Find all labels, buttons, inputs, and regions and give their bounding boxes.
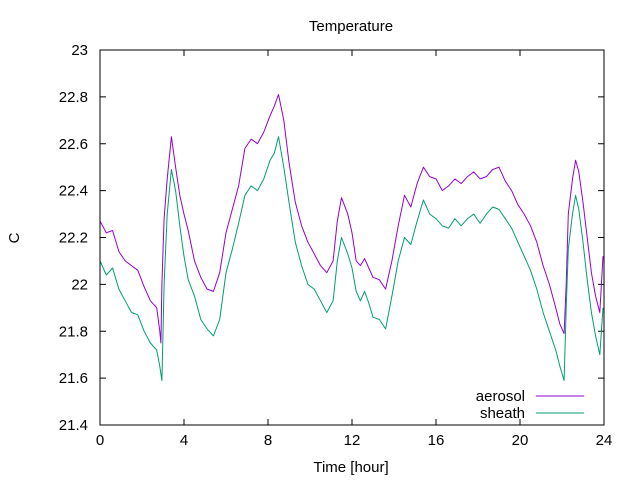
x-tick-label: 8: [264, 432, 272, 449]
y-tick-label: 23: [71, 42, 88, 59]
plot-frame: [99, 49, 605, 426]
axis-ticks: 0 4 8 12 16 20 24 21.4 21.6 21.8 22 22.2 22.4 22.6 22.…: [59, 42, 613, 449]
chart-title: Temperature: [309, 18, 393, 35]
y-tick-label: 21.4: [59, 417, 88, 434]
x-tick-label: 20: [512, 432, 529, 449]
y-tick-label: 22.8: [59, 89, 88, 106]
legend-label-aerosol: aerosol: [476, 388, 525, 405]
x-tick-label: 16: [428, 432, 445, 449]
y-tick-label: 22.6: [59, 136, 88, 153]
series-line-aerosol: [99, 94, 604, 344]
x-tick-label: 4: [180, 432, 188, 449]
y-tick-label: 22: [71, 276, 88, 293]
y-tick-label: 21.6: [59, 370, 88, 387]
y-tick-label: 22.2: [59, 230, 88, 247]
x-axis-label: Time [hour]: [313, 459, 388, 476]
x-tick-label: 24: [596, 432, 613, 449]
x-tick-label: 12: [344, 432, 361, 449]
series-lines: [99, 94, 604, 381]
y-tick-label: 21.8: [59, 323, 88, 340]
y-tick-label: 22.4: [59, 183, 88, 200]
x-tick-label: 0: [96, 432, 104, 449]
legend-label-sheath: sheath: [480, 405, 525, 422]
series-line-sheath: [99, 136, 604, 381]
y-axis-label: C: [6, 232, 23, 243]
